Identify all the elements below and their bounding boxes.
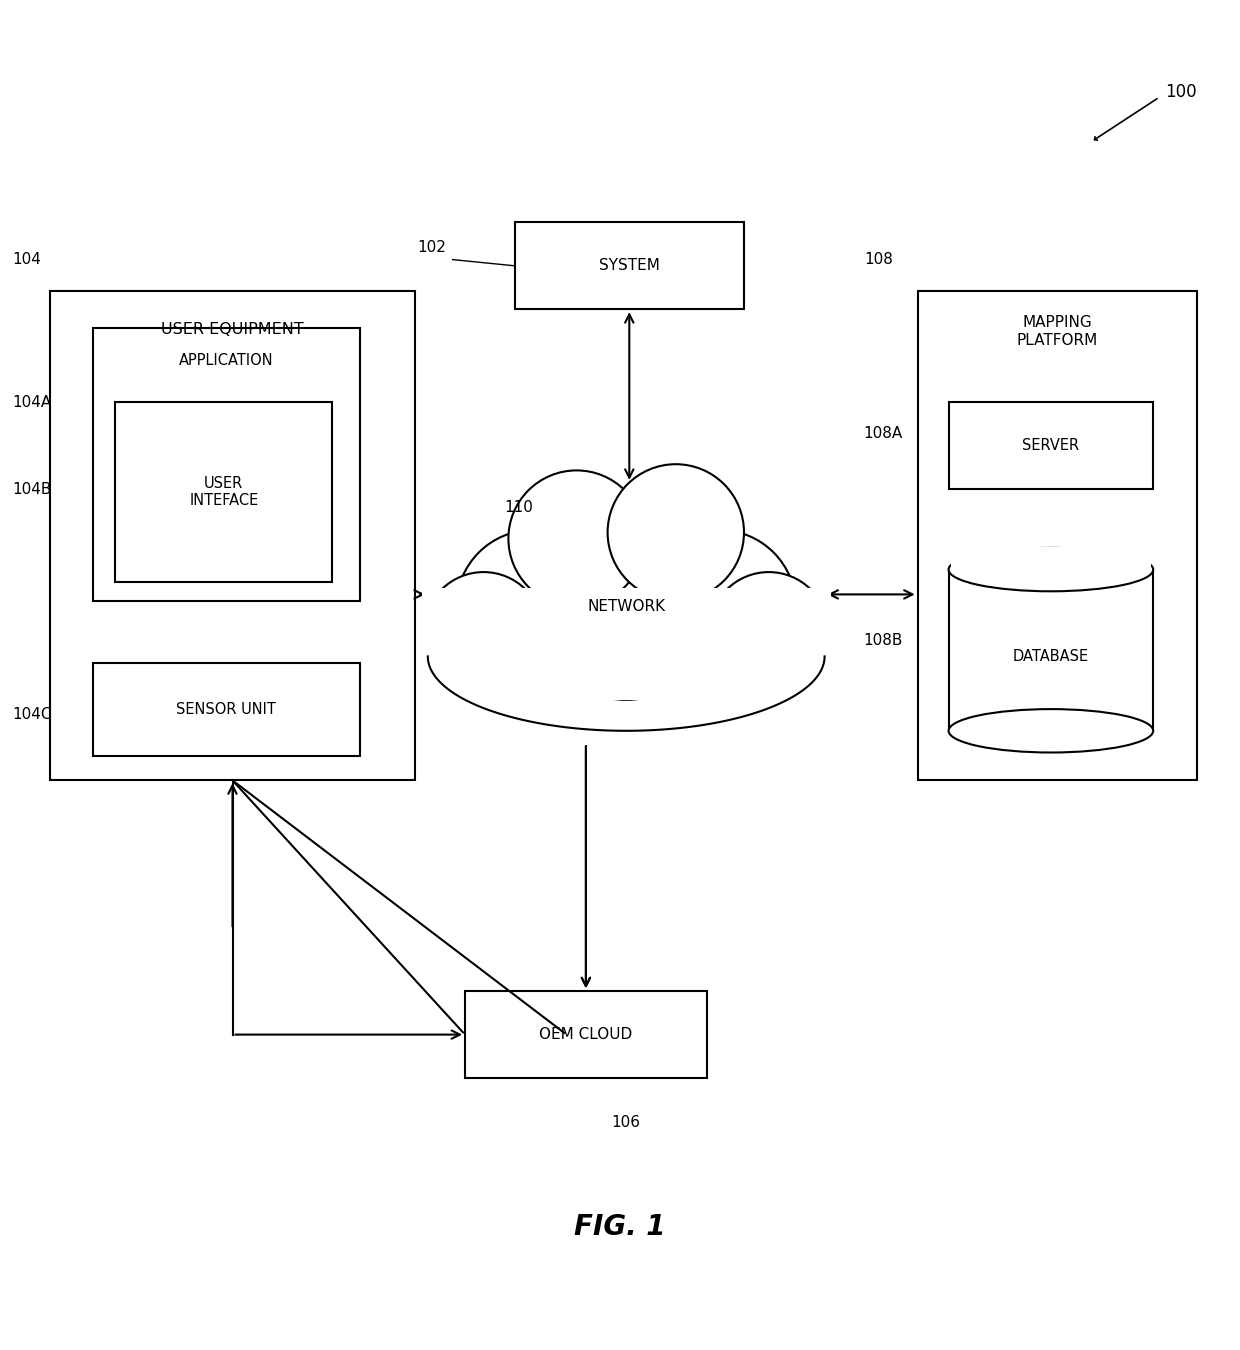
FancyBboxPatch shape <box>515 223 744 309</box>
FancyBboxPatch shape <box>93 328 360 601</box>
FancyBboxPatch shape <box>949 402 1153 489</box>
Text: SERVER: SERVER <box>1022 439 1080 454</box>
Ellipse shape <box>949 548 1153 591</box>
Circle shape <box>521 489 732 699</box>
Text: APPLICATION: APPLICATION <box>179 352 274 367</box>
Text: USER EQUIPMENT: USER EQUIPMENT <box>161 321 304 336</box>
FancyBboxPatch shape <box>465 991 707 1079</box>
Bar <box>951 547 1151 571</box>
Text: 104C: 104C <box>12 707 52 722</box>
Circle shape <box>508 470 645 606</box>
Circle shape <box>608 464 744 601</box>
FancyBboxPatch shape <box>115 402 332 582</box>
Text: 108B: 108B <box>863 633 903 648</box>
Text: MAPPING
PLATFORM: MAPPING PLATFORM <box>1017 316 1097 348</box>
Text: OEM CLOUD: OEM CLOUD <box>539 1027 632 1042</box>
Text: USER
INTEFACE: USER INTEFACE <box>190 477 258 509</box>
Text: 106: 106 <box>611 1115 641 1130</box>
Text: DATABASE: DATABASE <box>1013 649 1089 664</box>
FancyBboxPatch shape <box>50 290 415 780</box>
FancyBboxPatch shape <box>918 290 1197 780</box>
Text: SYSTEM: SYSTEM <box>599 258 660 273</box>
Ellipse shape <box>949 709 1153 752</box>
Bar <box>949 570 1153 730</box>
Text: 108: 108 <box>864 252 893 267</box>
Text: SENSOR UNIT: SENSOR UNIT <box>176 702 277 717</box>
Text: 100: 100 <box>1166 84 1198 101</box>
Circle shape <box>709 572 828 691</box>
Circle shape <box>642 531 796 683</box>
Circle shape <box>424 572 543 691</box>
Bar <box>422 589 831 699</box>
Text: 104: 104 <box>12 252 41 267</box>
Text: NETWORK: NETWORK <box>587 599 666 614</box>
Text: 104A: 104A <box>12 394 52 409</box>
Text: FIG. 1: FIG. 1 <box>574 1212 666 1241</box>
FancyBboxPatch shape <box>93 663 360 756</box>
Text: 102: 102 <box>418 240 446 255</box>
Text: 104B: 104B <box>12 482 52 497</box>
Text: 110: 110 <box>505 500 533 516</box>
Text: 108A: 108A <box>863 425 903 440</box>
Circle shape <box>456 531 610 683</box>
